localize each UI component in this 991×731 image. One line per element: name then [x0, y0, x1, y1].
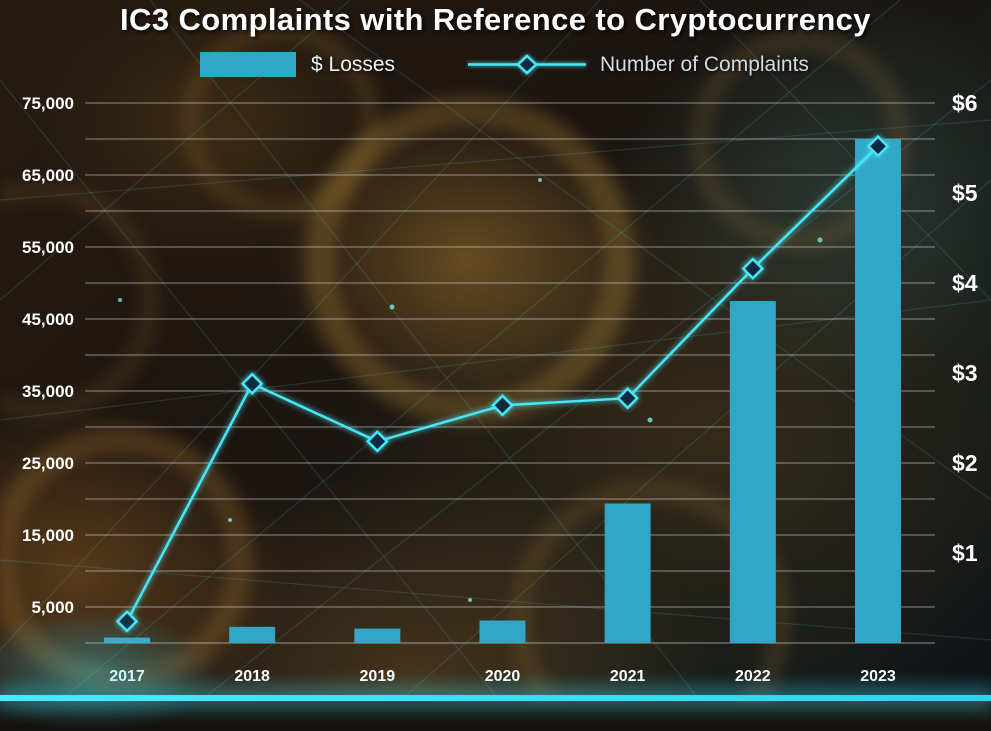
left-axis-tick-label: 5,000 [31, 598, 74, 617]
complaints-marker [366, 430, 389, 453]
right-axis-tick-label: $5 [952, 180, 978, 206]
x-axis-year-label: 2020 [485, 668, 521, 685]
loss-bar [855, 139, 901, 643]
x-axis-year-label: 2018 [234, 668, 270, 685]
right-axis-tick-label: $6 [952, 90, 978, 116]
left-axis-tick-label: 35,000 [22, 382, 74, 401]
x-axis-year-label: 2021 [610, 668, 646, 685]
left-axis-tick-label: 65,000 [22, 166, 74, 185]
right-axis-tick-label: $3 [952, 360, 978, 386]
x-axis-year-label: 2019 [360, 668, 396, 685]
complaints-marker [115, 610, 139, 633]
left-axis-tick-label: 15,000 [22, 526, 74, 545]
right-axis-tick-label: $2 [952, 450, 978, 476]
loss-bar [729, 301, 776, 643]
infographic-page: IC3 Complaints with Reference to Cryptoc… [22, 2, 978, 685]
x-axis-year-label: 2017 [109, 668, 145, 685]
bottom-accent-strip [0, 695, 991, 701]
combo-chart-canvas: 5,000 15,000 25,000 35,000 45,000 55,000 65,00… [22, 90, 978, 685]
loss-bar [354, 628, 401, 643]
loss-bar [604, 503, 651, 643]
loss-bar [229, 626, 276, 643]
complaints-marker [491, 394, 514, 417]
x-axis-year-label: 2022 [735, 668, 771, 685]
left-axis-tick-label: 55,000 [22, 238, 74, 257]
right-axis-tick-label: $4 [952, 270, 978, 296]
left-axis-tick-label: 25,000 [22, 454, 74, 473]
left-axis-tick-label: 75,000 [22, 94, 74, 113]
loss-bar [479, 620, 526, 643]
loss-bar [104, 637, 150, 643]
right-axis-tick-label: $1 [952, 540, 978, 566]
complaints-marker [240, 372, 264, 396]
x-axis-year-label: 2023 [860, 668, 896, 685]
left-axis-tick-label: 45,000 [22, 310, 74, 329]
